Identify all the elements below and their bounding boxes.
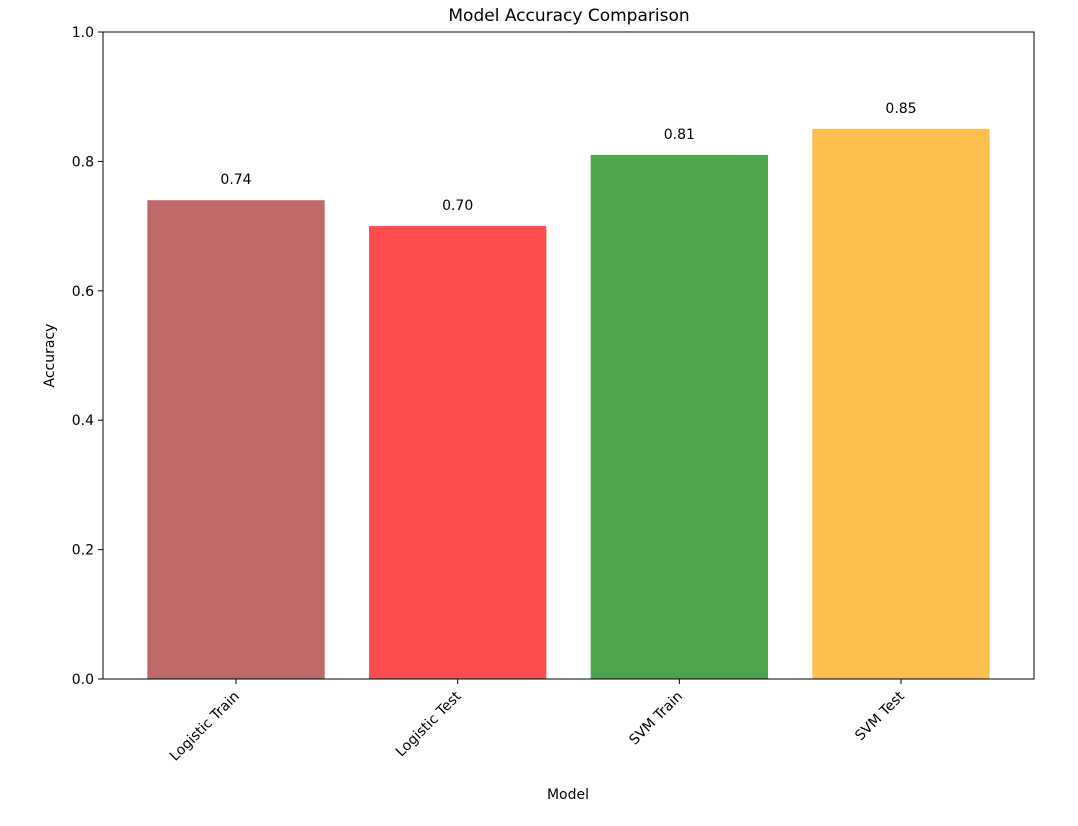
x-tick-label-svm-train: SVM Train xyxy=(626,689,686,749)
value-label-svm-train: 0.81 xyxy=(664,127,695,143)
bar-logistic-test xyxy=(369,226,547,679)
x-tick-label-logistic-train: Logistic Train xyxy=(167,689,243,765)
plot-frame xyxy=(102,31,1035,680)
x-tick-label-logistic-test: Logistic Test xyxy=(393,688,465,760)
x-axis: Logistic Train Logistic Test SVM Train SVM … xyxy=(167,679,908,764)
y-tick-label: 0.0 xyxy=(72,672,94,688)
y-tick-label: 0.4 xyxy=(72,413,94,429)
y-axis: 0.0 0.2 0.4 0.6 0.8 1.0 xyxy=(72,25,103,688)
y-tick-label: 0.2 xyxy=(72,543,94,559)
bar-svm-train xyxy=(590,154,768,679)
value-label-logistic-test: 0.70 xyxy=(442,198,473,214)
value-labels-group: 0.74 0.70 0.81 0.85 xyxy=(220,101,916,214)
x-tick-label-svm-test: SVM Test xyxy=(852,688,908,744)
bars-group xyxy=(147,129,990,680)
x-axis-label: Model xyxy=(547,787,589,803)
value-label-svm-test: 0.85 xyxy=(885,101,916,117)
y-tick-label: 1.0 xyxy=(72,25,94,41)
bar-logistic-train xyxy=(147,200,325,679)
y-axis-label: Accuracy xyxy=(42,324,58,388)
y-tick-label: 0.8 xyxy=(72,154,94,170)
bar-svm-test xyxy=(812,129,990,680)
chart-title: Model Accuracy Comparison xyxy=(448,6,689,26)
y-tick-label: 0.6 xyxy=(72,284,94,300)
value-label-logistic-train: 0.74 xyxy=(220,172,251,188)
